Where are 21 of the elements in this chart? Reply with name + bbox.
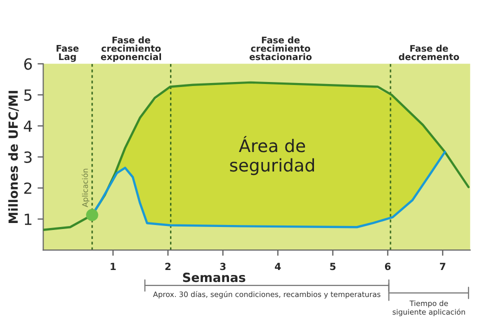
x-tick-label: 3: [220, 262, 226, 270]
y-tick-label: 3: [24, 151, 32, 163]
x-tick-label: 6: [384, 262, 391, 270]
y-tick-label: 2: [24, 182, 32, 194]
y-tick-label: 5: [24, 90, 32, 101]
x-tick-label: 7: [440, 262, 446, 270]
text: Fase de crecimiento exponencial: [100, 36, 161, 62]
x-tick-label: 4: [274, 262, 281, 270]
x-tick-label: 2: [165, 262, 170, 270]
y-tick-label: 6: [24, 58, 32, 70]
y-tick-label: 4: [24, 120, 32, 132]
annotation: Área de seguridad: [230, 136, 314, 176]
line-series: [43, 81, 470, 232]
text: Fase de decremento: [398, 44, 460, 60]
x-tick-label: 5: [330, 262, 336, 270]
y-axis-title: Millones de UFC/MI: [8, 90, 19, 223]
text: Fase Lag: [56, 45, 79, 62]
x-tick-label: 1: [110, 262, 116, 270]
y-tick-label: 1: [24, 214, 32, 225]
text: Fase de crecimiento estacionario: [250, 36, 312, 60]
x-axis-title: Semanas: [183, 272, 246, 282]
